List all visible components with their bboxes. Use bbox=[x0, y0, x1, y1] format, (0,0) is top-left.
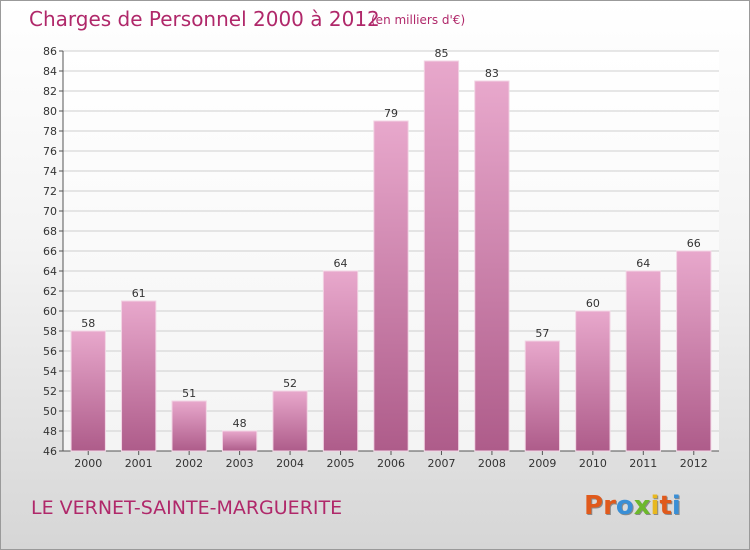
proxiti-logo: Proxiti bbox=[584, 491, 681, 521]
bar-2001 bbox=[121, 300, 157, 452]
y-tick-label: 86 bbox=[43, 45, 57, 58]
bar-2005 bbox=[322, 270, 359, 452]
value-label-2010: 60 bbox=[586, 297, 600, 310]
value-label-2012: 66 bbox=[687, 237, 701, 250]
y-tick-label: 46 bbox=[43, 445, 57, 458]
y-tick-label: 48 bbox=[43, 425, 57, 438]
value-label-2009: 57 bbox=[535, 327, 549, 340]
commune-name: LE VERNET-SAINTE-MARGUERITE bbox=[31, 497, 343, 519]
value-label-2000: 58 bbox=[81, 317, 95, 330]
chart-subtitle: (en milliers d'€) bbox=[371, 13, 466, 27]
y-tick-label: 72 bbox=[43, 185, 57, 198]
logo-letter: P bbox=[584, 491, 604, 521]
value-label-2005: 64 bbox=[334, 257, 348, 270]
y-tick-label: 74 bbox=[43, 165, 57, 178]
y-tick-label: 54 bbox=[43, 365, 57, 378]
x-tick-label-2001: 2001 bbox=[125, 457, 153, 470]
bar-2010 bbox=[575, 310, 611, 452]
bar-2004 bbox=[272, 390, 308, 452]
bar-2011 bbox=[625, 270, 661, 452]
x-tick-label-2010: 2010 bbox=[579, 457, 607, 470]
y-tick-label: 60 bbox=[43, 305, 57, 318]
y-tick-label: 68 bbox=[43, 225, 57, 238]
x-tick-label-2009: 2009 bbox=[528, 457, 556, 470]
bar-2006 bbox=[373, 120, 409, 452]
x-tick-label-2007: 2007 bbox=[427, 457, 455, 470]
x-tick-label-2004: 2004 bbox=[276, 457, 304, 470]
y-tick-label: 70 bbox=[43, 205, 57, 218]
y-tick-label: 66 bbox=[43, 245, 57, 258]
chart-title: Charges de Personnel 2000 à 2012 bbox=[29, 7, 380, 31]
value-label-2007: 85 bbox=[434, 47, 448, 60]
x-tick-label-2005: 2005 bbox=[327, 457, 355, 470]
value-label-2001: 61 bbox=[132, 287, 146, 300]
y-tick-label: 58 bbox=[43, 325, 57, 338]
logo-letter: i bbox=[650, 491, 660, 521]
value-label-2008: 83 bbox=[485, 67, 499, 80]
bar-2012 bbox=[676, 250, 712, 452]
y-tick-label: 82 bbox=[43, 85, 57, 98]
value-label-2011: 64 bbox=[636, 257, 650, 270]
bar-2008 bbox=[474, 80, 510, 452]
logo-letter: x bbox=[633, 491, 651, 521]
y-tick-label: 84 bbox=[43, 65, 57, 78]
y-tick-label: 52 bbox=[43, 385, 57, 398]
y-tick-label: 64 bbox=[43, 265, 57, 278]
y-tick-label: 62 bbox=[43, 285, 57, 298]
value-label-2002: 51 bbox=[182, 387, 196, 400]
x-tick-label-2006: 2006 bbox=[377, 457, 405, 470]
x-tick-label-2012: 2012 bbox=[680, 457, 708, 470]
bar-2009 bbox=[524, 340, 561, 452]
logo-letter: o bbox=[615, 491, 634, 521]
value-label-2004: 52 bbox=[283, 377, 297, 390]
bar-2003 bbox=[221, 430, 258, 452]
x-tick-label-2008: 2008 bbox=[478, 457, 506, 470]
y-tick-label: 76 bbox=[43, 145, 57, 158]
x-tick-label-2002: 2002 bbox=[175, 457, 203, 470]
y-tick-label: 78 bbox=[43, 125, 57, 138]
bar-2002 bbox=[171, 400, 207, 452]
bar-2007 bbox=[423, 60, 460, 452]
x-tick-label-2000: 2000 bbox=[74, 457, 102, 470]
y-tick-label: 50 bbox=[43, 405, 57, 418]
value-label-2006: 79 bbox=[384, 107, 398, 120]
x-tick-label-2011: 2011 bbox=[629, 457, 657, 470]
value-label-2003: 48 bbox=[233, 417, 247, 430]
y-tick-label: 56 bbox=[43, 345, 57, 358]
logo-letter: t bbox=[659, 491, 672, 521]
logo-letter: i bbox=[671, 491, 681, 521]
x-tick-label-2003: 2003 bbox=[226, 457, 254, 470]
y-tick-label: 80 bbox=[43, 105, 57, 118]
logo-letter: r bbox=[603, 491, 616, 521]
bar-2000 bbox=[70, 330, 106, 452]
